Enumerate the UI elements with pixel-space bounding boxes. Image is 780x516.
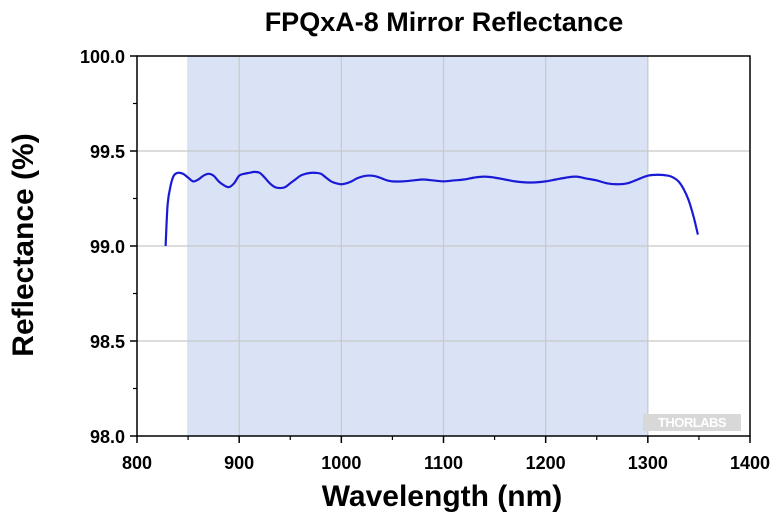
y-tick-label: 100.0 [80, 47, 125, 67]
reflectance-curve [164, 170, 699, 247]
chart-title: FPQxA-8 Mirror Reflectance [265, 7, 624, 37]
x-tick-labels: 800 900 1000 1100 1200 1300 1400 [122, 453, 770, 473]
x-tick-label: 1400 [730, 453, 770, 473]
x-tick-label: 900 [224, 453, 254, 473]
y-tick-label: 99.5 [90, 142, 125, 162]
y-tick-label: 98.5 [90, 332, 125, 352]
thorlabs-logo-text: THORLABS [658, 415, 727, 430]
x-tick-label: 800 [122, 453, 152, 473]
tick-marks [130, 55, 751, 443]
thorlabs-logo: THORLABS [643, 414, 741, 431]
x-tick-label: 1200 [526, 453, 566, 473]
y-tick-labels: 98.0 98.5 99.0 99.5 100.0 [80, 47, 125, 447]
y-tick-label: 98.0 [90, 427, 125, 447]
x-tick-label: 1000 [321, 453, 361, 473]
x-axis-label: Wavelength (nm) [322, 480, 563, 513]
x-tick-label: 1300 [628, 453, 668, 473]
y-tick-label: 99.0 [90, 237, 125, 257]
grid-lines [137, 56, 750, 436]
x-tick-label: 1100 [424, 453, 463, 473]
y-axis-label: Reflectance (%) [7, 133, 40, 356]
